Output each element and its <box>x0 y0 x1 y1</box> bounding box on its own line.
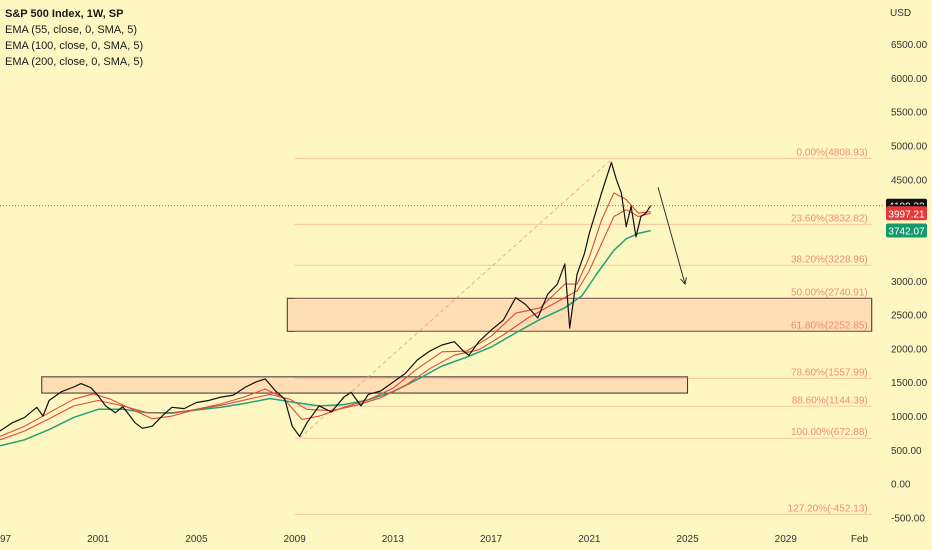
y-tick-label-6: 2500.00 <box>891 311 928 322</box>
projection-arrow-head <box>680 277 687 286</box>
chart-legend: S&P 500 Index, 1W, SP EMA (55, close, 0,… <box>5 6 143 70</box>
series-line-ema100 <box>0 209 651 441</box>
indicator-ema-55[interactable]: EMA (55, close, 0, SMA, 5) <box>5 24 138 36</box>
fib-level-label-1: 23.60%(3832.82) <box>791 213 868 224</box>
y-tick-label-4: 4500.00 <box>891 175 928 186</box>
y-tick-label-1: 6000.00 <box>891 74 928 85</box>
y-tick-label-0: 6500.00 <box>891 40 928 51</box>
y-tick-label-7: 2000.00 <box>891 344 928 355</box>
price-badge-3 <box>886 223 927 238</box>
x-tick-label-7: 2025 <box>676 534 699 545</box>
annotation-layer <box>657 187 687 286</box>
zone-box-1 <box>286 297 873 332</box>
fib-layer: 0.00%(4808.93) 23.60%(3832.82) 38.20%(3228… <box>0 147 884 515</box>
series-line-price <box>0 161 652 437</box>
indicator-ema-200[interactable]: EMA (200, close, 0, SMA, 5) <box>5 56 144 68</box>
price-badge-2 <box>886 206 927 221</box>
fib-level-label-6: 88.60%(1144.39) <box>792 395 868 406</box>
x-axis[interactable]: 1997 2001 2005 2009 2013 2017 2021 2025 2029 Feb <box>0 534 868 545</box>
zone-box-0 <box>41 376 689 394</box>
indicator-ema-100[interactable]: EMA (100, close, 0, SMA, 5) <box>5 40 144 52</box>
fib-level-label-3: 50.00%(2740.91) <box>791 287 868 298</box>
fib-level-label-7: 100.00%(672.88) <box>791 427 868 438</box>
fib-level-label-5: 78.60%(1557.99) <box>791 367 868 378</box>
x-tick-label-4: 2013 <box>382 534 405 545</box>
x-tick-label-9: Feb <box>851 534 869 545</box>
y-tick-label-9: 1000.00 <box>891 412 928 423</box>
y-tick-label-11: 0.00 <box>891 480 911 491</box>
fib-level-label-4: 61.80%(2252.85) <box>791 320 868 331</box>
symbol-title[interactable]: S&P 500 Index, 1W, SP <box>5 8 124 20</box>
price-badge-label-2: 3997.21 <box>888 209 925 220</box>
fib-level-label-2: 38.20%(3228.96) <box>791 254 868 265</box>
x-tick-label-1: 2001 <box>87 534 110 545</box>
x-tick-label-8: 2029 <box>775 534 798 545</box>
y-tick-label-5: 3000.00 <box>891 277 928 288</box>
y-tick-label-2: 5500.00 <box>891 108 928 119</box>
y-tick-label-3: 5000.00 <box>891 141 928 152</box>
x-tick-label-5: 2017 <box>480 534 503 545</box>
price-badge-label-3: 3742.07 <box>888 227 925 238</box>
series-layer <box>0 161 652 447</box>
series-line-ema55 <box>0 192 651 437</box>
y-tick-label-8: 1500.00 <box>891 378 928 389</box>
y-tick-label-12: -500.00 <box>891 514 925 525</box>
currency-label: USD <box>890 8 911 19</box>
x-tick-label-0: 1997 <box>0 534 12 545</box>
zones-layer <box>41 297 873 394</box>
y-axis[interactable]: USD 6500.00 6000.00 5500.00 5000.00 4500.00 30… <box>890 8 928 525</box>
projection-arrow-line <box>657 187 686 285</box>
x-tick-label-6: 2021 <box>578 534 601 545</box>
x-tick-label-2: 2005 <box>185 534 208 545</box>
fib-level-label-8: 127.20%(-452.13) <box>788 503 868 514</box>
fib-level-label-0: 0.00%(4808.93) <box>797 147 868 158</box>
y-tick-label-10: 500.00 <box>891 446 922 457</box>
x-tick-label-3: 2009 <box>284 534 307 545</box>
